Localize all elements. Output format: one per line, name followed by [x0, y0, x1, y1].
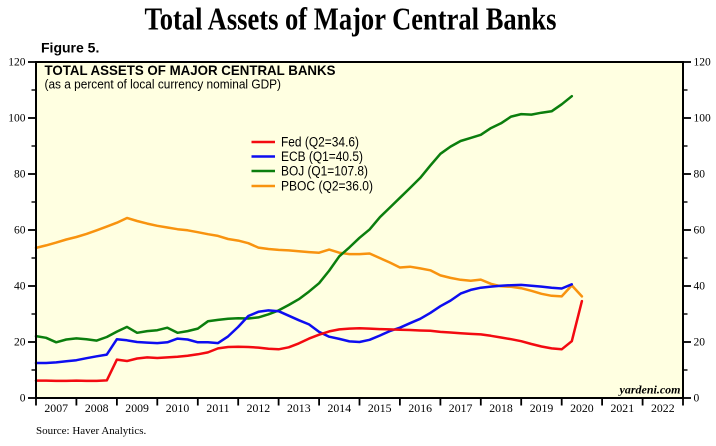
svg-text:120: 120 [8, 57, 26, 69]
svg-text:20: 20 [14, 337, 26, 349]
svg-text:2011: 2011 [206, 401, 229, 415]
svg-text:2021: 2021 [611, 401, 635, 415]
svg-text:80: 80 [694, 169, 706, 181]
svg-text:2015: 2015 [368, 401, 392, 415]
svg-text:PBOC (Q2=36.0): PBOC (Q2=36.0) [281, 179, 373, 194]
svg-text:2016: 2016 [408, 401, 432, 415]
svg-text:80: 80 [14, 169, 26, 181]
svg-text:2013: 2013 [287, 401, 311, 415]
svg-text:2009: 2009 [125, 401, 149, 415]
svg-text:20: 20 [694, 337, 706, 349]
svg-text:2019: 2019 [530, 401, 554, 415]
svg-text:2022: 2022 [651, 401, 675, 415]
svg-text:2012: 2012 [247, 401, 271, 415]
svg-text:Total Assets of Major Central: Total Assets of Major Central Banks [145, 2, 557, 37]
svg-text:40: 40 [14, 281, 26, 293]
svg-text:ECB (Q1=40.5): ECB (Q1=40.5) [281, 149, 363, 164]
svg-text:40: 40 [694, 281, 706, 293]
svg-text:100: 100 [8, 113, 26, 125]
svg-text:100: 100 [694, 113, 712, 125]
svg-text:Source: Haver Analytics.: Source: Haver Analytics. [36, 425, 147, 437]
svg-text:(as a percent of local currenc: (as a percent of local currency nominal … [45, 76, 282, 91]
svg-text:2017: 2017 [449, 401, 473, 415]
svg-text:2020: 2020 [570, 401, 594, 415]
svg-text:2018: 2018 [489, 401, 513, 415]
svg-text:60: 60 [694, 225, 706, 237]
svg-text:2010: 2010 [166, 401, 190, 415]
svg-text:120: 120 [694, 57, 712, 69]
svg-text:0: 0 [694, 393, 700, 405]
svg-text:2014: 2014 [328, 401, 352, 415]
svg-text:Figure 5.: Figure 5. [41, 40, 99, 56]
svg-text:60: 60 [14, 225, 26, 237]
svg-text:2007: 2007 [44, 401, 68, 415]
svg-text:TOTAL ASSETS OF MAJOR CENTRAL: TOTAL ASSETS OF MAJOR CENTRAL BANKS [45, 62, 336, 78]
svg-text:2008: 2008 [85, 401, 109, 415]
svg-text:Fed (Q2=34.6): Fed (Q2=34.6) [281, 135, 359, 150]
svg-text:0: 0 [20, 393, 26, 405]
svg-text:yardeni.com: yardeni.com [618, 382, 681, 396]
svg-text:BOJ (Q1=107.8): BOJ (Q1=107.8) [281, 164, 368, 179]
